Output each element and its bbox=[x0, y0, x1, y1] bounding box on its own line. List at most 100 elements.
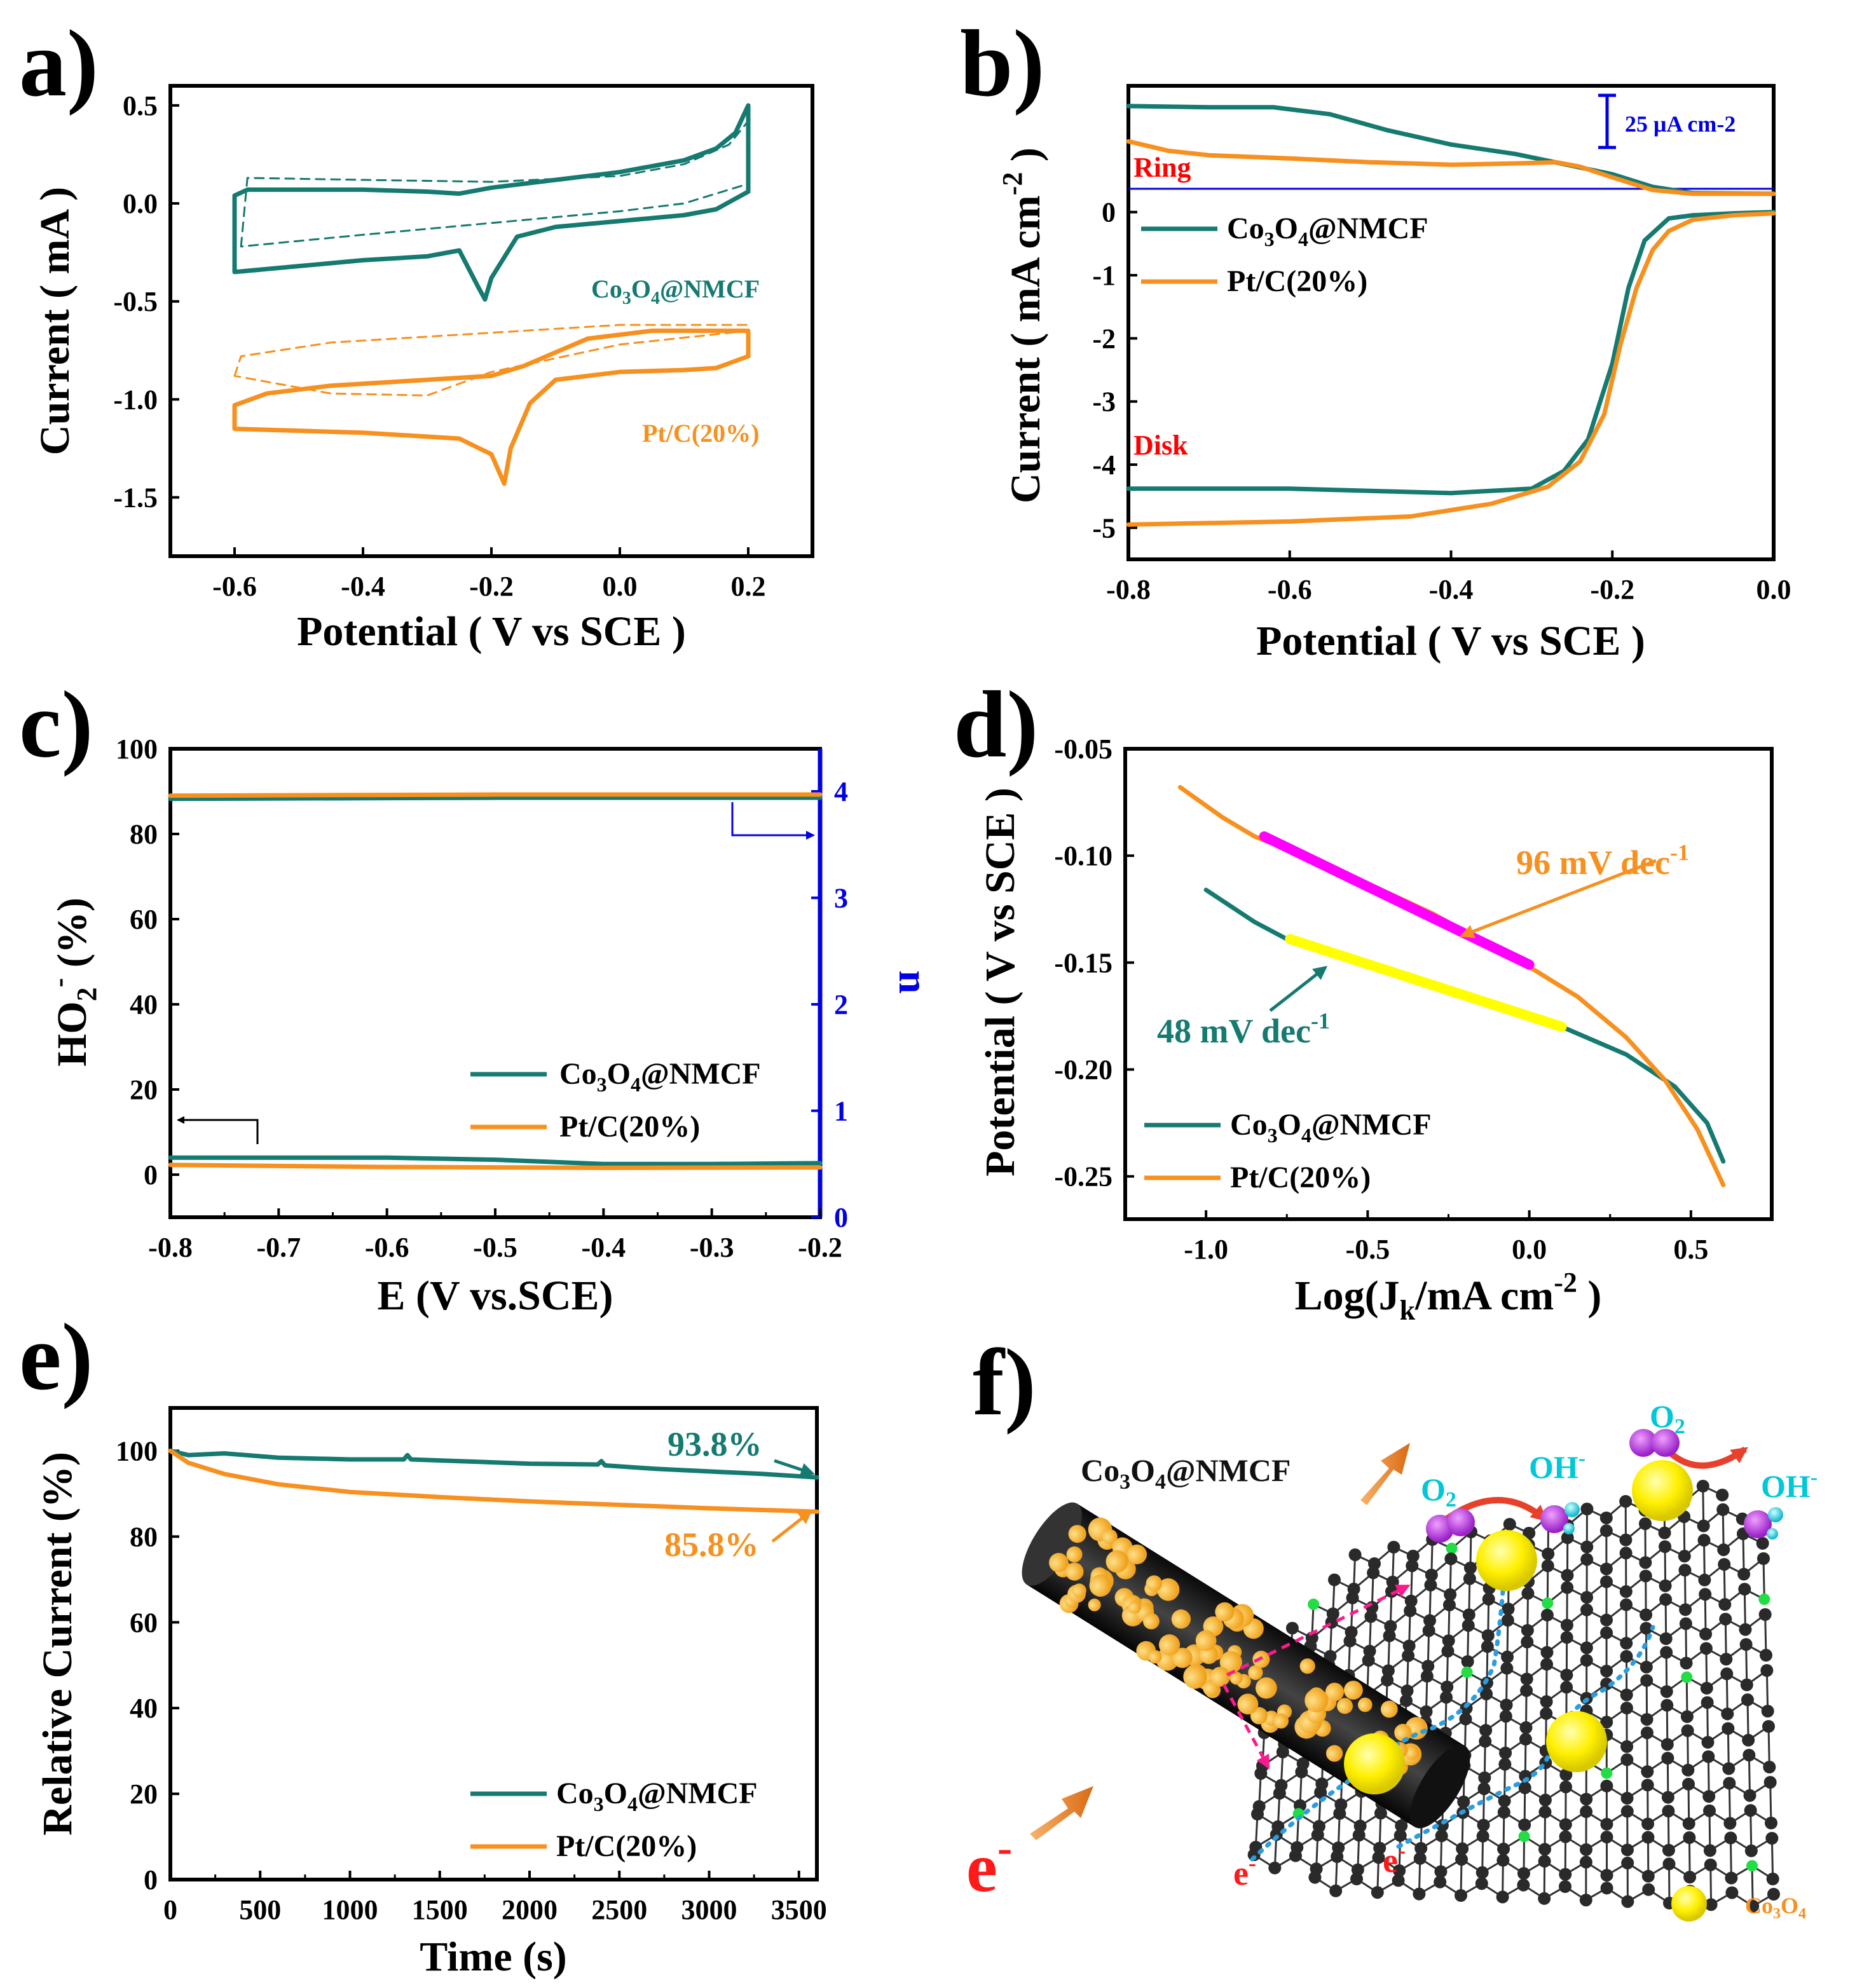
carbon-atom bbox=[1702, 1750, 1715, 1763]
chart-c-xlabel: E (V vs.SCE) bbox=[377, 1273, 613, 1319]
zoom-arrow-upper bbox=[1226, 1584, 1411, 1677]
carbon-atom bbox=[1701, 1736, 1715, 1749]
carbon-atom bbox=[1295, 1765, 1308, 1779]
carbon-atom bbox=[1434, 1865, 1448, 1878]
carbon-atom bbox=[1641, 1831, 1655, 1844]
graphene-bond bbox=[1707, 1756, 1710, 1797]
carbon-atom bbox=[1540, 1695, 1553, 1709]
carbon-atom bbox=[1600, 1881, 1613, 1895]
carbon-atom bbox=[1642, 1883, 1655, 1896]
carbon-atom bbox=[1540, 1646, 1554, 1659]
chart-b-legend-co3o4: Co3O4@NMCF bbox=[1227, 212, 1428, 250]
co3o4-nanoparticle bbox=[1171, 1609, 1191, 1629]
graphene-bond bbox=[1685, 1623, 1688, 1663]
carbon-atom bbox=[1435, 1829, 1448, 1843]
carbon-atom bbox=[1477, 1819, 1490, 1832]
carbon-atom bbox=[1580, 1503, 1594, 1515]
carbon-atom bbox=[1600, 1817, 1613, 1831]
carbon-atom bbox=[1744, 1804, 1757, 1817]
carbon-atom bbox=[1681, 1724, 1694, 1737]
chart-e-legend-ptc: Pt/C(20%) bbox=[556, 1829, 697, 1863]
carbon-atom bbox=[1480, 1687, 1493, 1700]
y-tick-label: -0.10 bbox=[1054, 840, 1113, 871]
graphene-bond bbox=[1742, 1534, 1745, 1574]
carbon-atom bbox=[1384, 1620, 1397, 1633]
nitrogen-atom bbox=[1461, 1666, 1473, 1678]
graphene-bond bbox=[1729, 1838, 1732, 1878]
series-tafel-fit-96-mv-dec-1 bbox=[1259, 831, 1535, 970]
carbon-atom bbox=[1621, 1895, 1634, 1908]
carbon-atom bbox=[1660, 1698, 1674, 1712]
chart-e-legend-co3o4: Co3O4@NMCF bbox=[556, 1777, 758, 1815]
carbon-atom bbox=[1498, 1758, 1512, 1771]
carbon-atom bbox=[1479, 1735, 1492, 1748]
x-tick-label: 0.0 bbox=[1512, 1234, 1547, 1265]
graphene-bond bbox=[1664, 1547, 1667, 1586]
chart-a: -0.6 -0.4 -0.2 0.0 0.2 0.5 0.0 -0.5 -1.0 -1.5 Pot… bbox=[32, 84, 814, 655]
carbon-atom bbox=[1599, 1562, 1613, 1576]
carbon-atom bbox=[1455, 1853, 1469, 1866]
co3o4-nanoparticle bbox=[1404, 1745, 1420, 1760]
carbon-atom bbox=[1414, 1841, 1428, 1855]
carbon-atom bbox=[1561, 1531, 1574, 1545]
carbon-atom bbox=[1600, 1626, 1613, 1639]
y-tick-label: 80 bbox=[130, 819, 158, 850]
co3o4-particle bbox=[1344, 1733, 1405, 1794]
co3o4-nanoparticle bbox=[1394, 1724, 1412, 1742]
co3o4-nanoparticle bbox=[1172, 1648, 1193, 1669]
chart-e-ylabel: Relative Current (%) bbox=[34, 1452, 81, 1836]
graphene-bond bbox=[1687, 1784, 1690, 1824]
panel-label-a: a) bbox=[19, 11, 99, 116]
chart-d-legend-ptc: Pt/C(20%) bbox=[1230, 1161, 1371, 1194]
carbon-atom bbox=[1580, 1641, 1593, 1655]
carbon-atom bbox=[1459, 1712, 1472, 1726]
carbon-atom bbox=[1661, 1752, 1674, 1765]
graphene-bond bbox=[1728, 1783, 1731, 1824]
carbon-atom bbox=[1422, 1624, 1435, 1637]
y-tick-label: 100 bbox=[116, 1435, 158, 1466]
series-co3o4-nmcf-disk bbox=[1126, 210, 1776, 496]
carbon-atom bbox=[1478, 1771, 1491, 1784]
co3o4-nanoparticle bbox=[1248, 1665, 1263, 1680]
carbon-atom bbox=[1475, 1877, 1488, 1890]
chart-c-ylabel: HO2- (%) bbox=[43, 898, 102, 1067]
co3o4-nanoparticle bbox=[1229, 1671, 1243, 1685]
co3o4-nanoparticle bbox=[1183, 1665, 1207, 1689]
carbon-atom bbox=[1311, 1828, 1324, 1841]
electron-label-left: e- bbox=[1233, 1850, 1256, 1892]
carbon-atom bbox=[1765, 1832, 1779, 1845]
carbon-atom bbox=[1620, 1805, 1634, 1818]
carbon-atom bbox=[1704, 1898, 1718, 1911]
chart-c-right-axis-arrow bbox=[731, 802, 815, 840]
carbon-atom bbox=[1579, 1894, 1592, 1907]
fiber-end-bottom bbox=[1410, 1745, 1470, 1829]
graphene-bond bbox=[1702, 1485, 1705, 1526]
carbon-atom bbox=[1678, 1564, 1692, 1577]
x-tick-label: -1.0 bbox=[1184, 1234, 1228, 1265]
right-tick-label: 1 bbox=[834, 1096, 848, 1127]
co3o4-nanoparticle bbox=[1237, 1693, 1259, 1715]
carbon-atom bbox=[1413, 1887, 1426, 1901]
y-tick-label: -0.20 bbox=[1054, 1055, 1113, 1086]
carbon-atom bbox=[1640, 1712, 1653, 1726]
carbon-atom bbox=[1399, 1694, 1413, 1707]
series-pt-c-20-n bbox=[168, 792, 823, 798]
x-tick-label: -0.6 bbox=[1268, 574, 1312, 605]
carbon-atom bbox=[1538, 1843, 1552, 1856]
carbon-atom bbox=[1620, 1649, 1633, 1663]
chart-d-legend-co3o4: Co3O4@NMCF bbox=[1230, 1108, 1432, 1147]
y-tick-label: 80 bbox=[130, 1521, 158, 1552]
x-tick-label: 0.0 bbox=[603, 571, 638, 602]
carbon-atom bbox=[1744, 1844, 1758, 1857]
carbon-atom bbox=[1580, 1654, 1593, 1667]
x-tick-label: 500 bbox=[239, 1894, 281, 1925]
carbon-atom bbox=[1373, 1841, 1386, 1855]
nitrogen-atom bbox=[1746, 1860, 1758, 1872]
carbon-atom bbox=[1520, 1672, 1533, 1686]
carbon-atom bbox=[1500, 1698, 1513, 1712]
carbon-atom bbox=[1560, 1631, 1573, 1644]
graphene-bond bbox=[1703, 1540, 1706, 1580]
co3o4-nanoparticle bbox=[1158, 1634, 1181, 1656]
carbon-atom bbox=[1497, 1806, 1510, 1819]
o2-molecule-right bbox=[1629, 1429, 1680, 1457]
